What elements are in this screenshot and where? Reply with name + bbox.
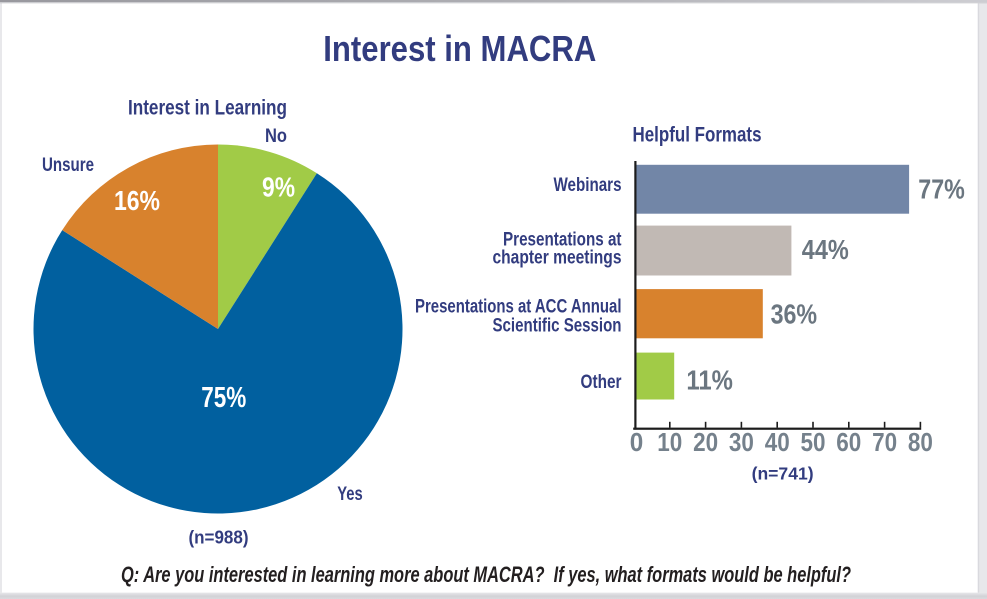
svg-text:Q: Are you interested in learn: Q: Are you interested in learning more a… [121,562,851,587]
svg-text:77%: 77% [918,174,965,205]
svg-text:(n=741): (n=741) [752,464,814,484]
svg-text:16%: 16% [114,185,160,216]
svg-text:10: 10 [657,427,682,457]
svg-text:Other: Other [581,372,622,393]
svg-text:Unsure: Unsure [42,155,94,176]
svg-text:No: No [265,126,287,147]
svg-text:80: 80 [908,427,933,457]
svg-text:75%: 75% [201,382,246,414]
svg-text:Yes: Yes [337,484,363,505]
svg-text:Interest in Learning: Interest in Learning [128,96,287,120]
svg-text:11%: 11% [686,364,733,395]
svg-text:Webinars: Webinars [554,175,622,196]
svg-text:Scientific Session: Scientific Session [493,315,622,336]
svg-text:Presentations at: Presentations at [503,230,622,251]
svg-text:40: 40 [765,427,790,457]
svg-text:30: 30 [729,427,754,457]
svg-text:(n=988): (n=988) [189,528,249,548]
svg-text:44%: 44% [802,234,849,265]
svg-text:0: 0 [630,427,644,457]
svg-text:9%: 9% [262,172,295,203]
svg-text:Helpful Formats: Helpful Formats [633,123,762,147]
svg-text:60: 60 [836,427,861,457]
svg-text:Interest in MACRA: Interest in MACRA [323,28,596,69]
svg-text:50: 50 [801,427,826,457]
svg-text:20: 20 [693,427,718,457]
svg-text:70: 70 [872,427,897,457]
svg-text:chapter meetings: chapter meetings [493,247,622,268]
svg-text:36%: 36% [771,299,818,330]
svg-text:Presentations at ACC Annual: Presentations at ACC Annual [415,297,622,318]
